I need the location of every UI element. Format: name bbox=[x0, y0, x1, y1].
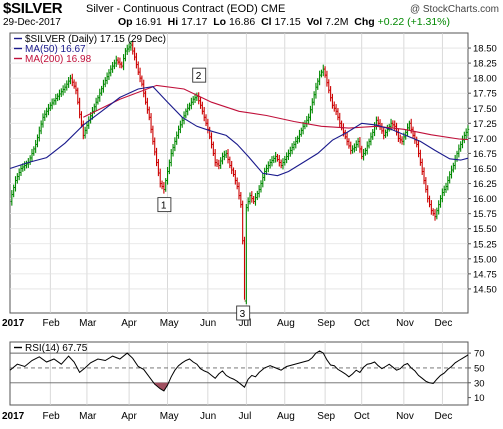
price-ytick-label: 15.50 bbox=[473, 224, 497, 235]
open-value: 16.91 bbox=[135, 16, 162, 28]
rsi-xtick-label: Sep bbox=[317, 411, 335, 422]
close-label: Cl bbox=[261, 16, 272, 28]
rsi-legend-label: RSI(14) 67.75 bbox=[25, 343, 88, 354]
price-xtick-label: Oct bbox=[354, 318, 370, 329]
brand-link[interactable]: @ StockCharts.com bbox=[409, 4, 499, 15]
rsi-xtick-label: 2017 bbox=[2, 411, 25, 422]
price-bars bbox=[10, 40, 470, 305]
price-ytick-label: 14.50 bbox=[473, 284, 497, 295]
price-xtick-label: Nov bbox=[396, 318, 414, 329]
price-xtick-label: Apr bbox=[121, 318, 137, 329]
rsi-xtick-label: May bbox=[160, 411, 179, 422]
price-ytick-label: 18.25 bbox=[473, 59, 497, 70]
price-legend-label: MA(50) 16.67 bbox=[25, 44, 86, 55]
price-ytick-label: 16.75 bbox=[473, 149, 497, 160]
price-xtick-label: Jun bbox=[200, 318, 216, 329]
rsi-ytick-label: 30 bbox=[474, 378, 485, 389]
ma50-line bbox=[9, 86, 469, 177]
price-panel-frame bbox=[9, 32, 469, 314]
annotation-label: 2 bbox=[196, 71, 202, 82]
volume-value: 7.2M bbox=[325, 16, 349, 28]
annotation-box bbox=[157, 197, 172, 213]
close-value: 17.15 bbox=[274, 16, 301, 28]
rsi-xtick-label: Mar bbox=[79, 411, 97, 422]
rsi-xtick-label: Dec bbox=[435, 411, 453, 422]
rsi-line bbox=[9, 350, 469, 392]
high-value: 17.17 bbox=[181, 16, 208, 28]
price-legend-label: $SILVER (Daily) 17.15 (29 Dec) bbox=[25, 34, 166, 45]
change-value: +0.22 (+1.31%) bbox=[377, 16, 451, 28]
rsi-xtick-label: Feb bbox=[43, 411, 61, 422]
price-xtick-label: Sep bbox=[317, 318, 335, 329]
rsi-xtick-label: Jul bbox=[239, 411, 252, 422]
price-xtick-label: Aug bbox=[277, 318, 295, 329]
price-xtick-label: Dec bbox=[435, 318, 453, 329]
price-xtick-label: Feb bbox=[43, 318, 61, 329]
price-ytick-label: 16.25 bbox=[473, 179, 497, 190]
open-label: Op bbox=[118, 16, 133, 28]
price-ytick-label: 17.00 bbox=[473, 134, 497, 145]
change-label: Chg bbox=[354, 16, 375, 28]
price-ytick-label: 18.50 bbox=[473, 44, 497, 55]
rsi-xtick-label: Nov bbox=[396, 411, 414, 422]
quote-date: 29-Dec-2017 bbox=[3, 17, 61, 28]
price-ytick-label: 15.00 bbox=[473, 254, 497, 265]
price-legend-label: MA(200) 16.98 bbox=[25, 54, 92, 65]
high-label: Hi bbox=[167, 16, 179, 28]
symbol-title: $SILVER bbox=[3, 0, 63, 17]
rsi-panel-frame bbox=[9, 341, 469, 406]
price-ytick-label: 17.50 bbox=[473, 104, 497, 115]
rsi-xtick-label: Oct bbox=[354, 411, 370, 422]
rsi-ytick-label: 50 bbox=[474, 363, 485, 374]
contract-description: Silver - Continuous Contract (EOD) CME bbox=[86, 3, 285, 15]
exchange-text: CME bbox=[260, 3, 286, 15]
annotation-box bbox=[192, 67, 207, 83]
price-xtick-label: 2017 bbox=[2, 318, 25, 329]
low-label: Lo bbox=[213, 16, 227, 28]
price-ytick-label: 15.25 bbox=[473, 239, 497, 250]
low-value: 16.86 bbox=[228, 16, 256, 28]
annotation-label: 1 bbox=[161, 201, 167, 212]
price-ytick-label: 18.00 bbox=[473, 74, 497, 85]
rsi-xtick-label: Aug bbox=[277, 411, 295, 422]
annotation-label: 3 bbox=[240, 309, 246, 320]
rsi-xtick-label: Apr bbox=[121, 411, 137, 422]
price-ytick-label: 15.75 bbox=[473, 209, 497, 220]
price-ytick-label: 17.25 bbox=[473, 119, 497, 130]
volume-label: Vol bbox=[306, 16, 323, 28]
ma200-line bbox=[83, 84, 469, 141]
price-xtick-label: Jul bbox=[239, 318, 252, 329]
price-ytick-label: 14.75 bbox=[473, 269, 497, 280]
price-xtick-label: May bbox=[160, 318, 179, 329]
description-text: Silver - Continuous Contract (EOD) bbox=[86, 3, 258, 15]
price-xtick-label: Mar bbox=[79, 318, 97, 329]
price-ytick-label: 17.75 bbox=[473, 89, 497, 100]
rsi-ytick-label: 10 bbox=[474, 393, 485, 404]
price-ytick-label: 16.50 bbox=[473, 164, 497, 175]
price-ytick-label: 16.00 bbox=[473, 194, 497, 205]
ohlc-readout: Op 16.91 Hi 17.17 Lo 16.86 Cl 17.15 Vol … bbox=[118, 16, 450, 28]
rsi-ytick-label: 70 bbox=[474, 349, 485, 360]
rsi-xtick-label: Jun bbox=[200, 411, 216, 422]
annotation-box bbox=[236, 305, 251, 321]
